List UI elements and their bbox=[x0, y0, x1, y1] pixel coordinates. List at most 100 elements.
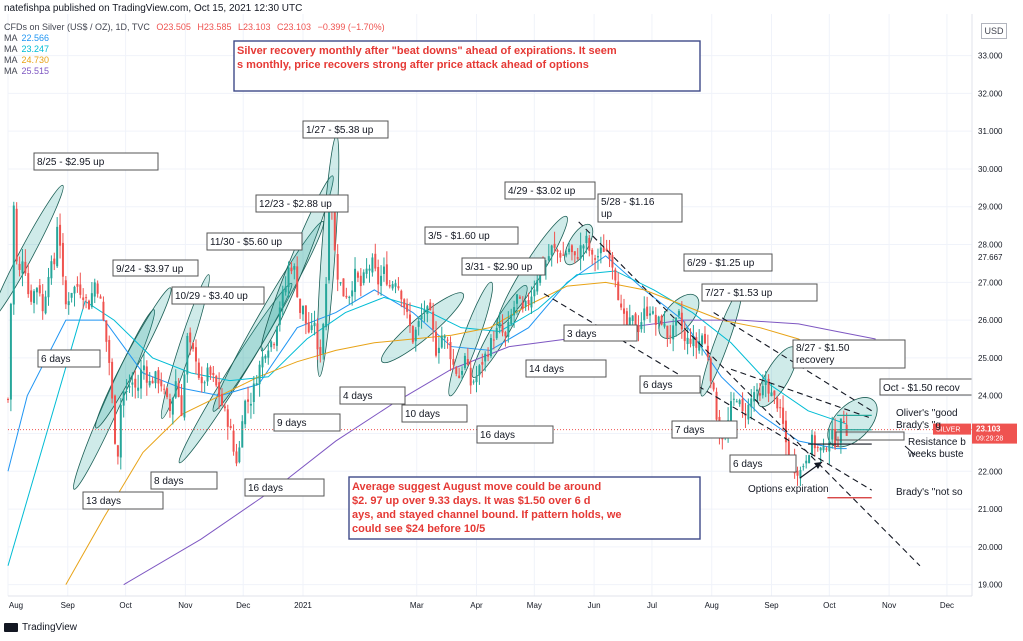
level-label: Oliver's "good bbox=[896, 408, 958, 419]
candle-body bbox=[99, 296, 102, 299]
candle-body bbox=[735, 401, 738, 403]
time-tick-label: Oct bbox=[823, 601, 836, 610]
candle-body bbox=[663, 323, 666, 327]
price-tick-label: 27.000 bbox=[978, 278, 1003, 287]
annotation-text: up bbox=[601, 209, 613, 220]
candle-body bbox=[741, 398, 744, 412]
candle-body bbox=[160, 380, 163, 387]
ma-label[interactable]: MA bbox=[4, 44, 18, 54]
candle-body bbox=[403, 299, 406, 308]
candle-body bbox=[53, 258, 56, 265]
candle-body bbox=[813, 435, 816, 449]
candle-body bbox=[411, 326, 414, 343]
candle-body bbox=[9, 303, 12, 400]
annotation-box bbox=[671, 420, 738, 439]
annotation-text: 4 days bbox=[343, 391, 372, 402]
candle-body bbox=[212, 372, 215, 376]
annotation-text: 5/28 - $1.16 bbox=[601, 197, 655, 208]
candle-body bbox=[394, 283, 397, 287]
candle-body bbox=[657, 316, 660, 323]
price-tick-label: 28.000 bbox=[978, 241, 1003, 250]
candle-body bbox=[660, 315, 663, 325]
candle-body bbox=[701, 335, 704, 345]
candle-body bbox=[533, 289, 536, 297]
candle-body bbox=[842, 420, 845, 423]
candle-body bbox=[573, 251, 576, 256]
candle-body bbox=[183, 374, 186, 418]
candle-body bbox=[50, 261, 53, 279]
ma-label[interactable]: MA bbox=[4, 55, 18, 65]
candle-body bbox=[515, 294, 518, 304]
channel-line bbox=[543, 293, 873, 491]
candle-body bbox=[761, 386, 764, 396]
publisher-line: natefishpa published on TradingView.com,… bbox=[4, 3, 303, 14]
tradingview-brand[interactable]: TradingView bbox=[4, 622, 77, 633]
candle-body bbox=[356, 272, 359, 278]
candle-body bbox=[536, 280, 539, 292]
candle-body bbox=[24, 261, 27, 274]
ma-label[interactable]: MA bbox=[4, 33, 18, 43]
level-label: Brady's "not so bbox=[896, 487, 963, 498]
annotation-text: 6 days bbox=[733, 459, 762, 470]
candle-body bbox=[643, 308, 646, 321]
candle-body bbox=[770, 392, 773, 397]
channel-line bbox=[578, 221, 921, 567]
candle-body bbox=[287, 267, 290, 288]
candle-body bbox=[831, 428, 834, 440]
candle-body bbox=[249, 403, 252, 406]
candle-body bbox=[620, 303, 623, 308]
candle-body bbox=[18, 263, 21, 270]
currency-button[interactable]: USD bbox=[981, 23, 1007, 39]
time-tick-label: Apr bbox=[470, 601, 483, 610]
candle-body bbox=[475, 376, 478, 383]
candle-body bbox=[825, 448, 828, 450]
annotation-text: 11/30 - $5.60 up bbox=[210, 237, 283, 248]
candle-body bbox=[654, 314, 657, 325]
symbol-name[interactable]: CFDs on Silver (US$ / OZ), 1D, TVC bbox=[4, 22, 150, 32]
candle-body bbox=[596, 256, 599, 258]
candle-body bbox=[446, 339, 449, 341]
candle-body bbox=[79, 284, 82, 295]
time-tick-label: Sep bbox=[764, 601, 779, 610]
candle-body bbox=[750, 398, 753, 408]
annotation-text: recovery bbox=[796, 355, 834, 366]
candle-body bbox=[122, 391, 125, 406]
candle-body bbox=[758, 393, 761, 396]
candle-body bbox=[342, 278, 345, 297]
recovery-ellipse bbox=[95, 287, 172, 429]
annotation-text: 3 days bbox=[567, 329, 596, 340]
candle-body bbox=[709, 358, 712, 382]
candle-body bbox=[116, 445, 119, 457]
candle-body bbox=[510, 314, 513, 324]
candle-body bbox=[787, 441, 790, 465]
candle-body bbox=[102, 301, 105, 320]
candle-body bbox=[637, 325, 640, 333]
candle-body bbox=[114, 395, 117, 444]
candle-body bbox=[408, 314, 411, 326]
annotation-box bbox=[461, 257, 546, 276]
price-tick-label: 30.000 bbox=[978, 165, 1003, 174]
candle-body bbox=[7, 399, 9, 401]
candle-body bbox=[197, 362, 200, 378]
annotation-text: 8/25 - $2.95 up bbox=[37, 157, 105, 168]
price-tick-label: 20.000 bbox=[978, 543, 1003, 552]
candle-body bbox=[374, 253, 377, 269]
candle-body bbox=[310, 325, 313, 331]
candle-body bbox=[44, 296, 47, 314]
candle-body bbox=[365, 268, 368, 274]
ma-label[interactable]: MA bbox=[4, 66, 18, 76]
candle-body bbox=[328, 203, 331, 281]
candle-body bbox=[628, 317, 631, 328]
candle-body bbox=[680, 312, 683, 330]
candle-body bbox=[145, 366, 148, 383]
time-axis: Aug Sep Oct Nov Dec 2021 Mar Apr May Jun Jul Aug Sep… bbox=[8, 595, 972, 610]
candle-body bbox=[232, 430, 235, 452]
time-tick-label: Oct bbox=[119, 601, 132, 610]
candle-body bbox=[304, 305, 307, 324]
candle-body bbox=[608, 250, 611, 259]
moving-average-line bbox=[7, 255, 847, 472]
annotation-text: 7/27 - $1.53 up bbox=[705, 288, 773, 299]
candle-body bbox=[669, 335, 672, 337]
ohlc-change: −0.399 (−1.70%) bbox=[317, 22, 385, 32]
